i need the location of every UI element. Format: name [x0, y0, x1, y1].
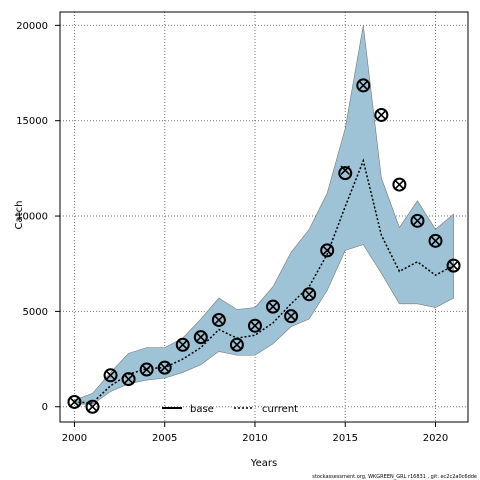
cross-stroke: [394, 179, 405, 190]
cross-marker: [105, 370, 116, 381]
circle-marker: [266, 299, 281, 314]
cross-marker: [69, 397, 80, 407]
legend-base-label: base: [190, 404, 214, 415]
cross-marker: [358, 80, 369, 91]
y-tick-label-0: 0: [42, 402, 48, 413]
circle-marker: [428, 233, 443, 248]
confidence-band-area: [74, 25, 454, 405]
cross-stroke: [250, 320, 260, 331]
circle-marker: [302, 287, 317, 302]
x-tick-label-2010: 2010: [242, 433, 267, 444]
cross-marker: [394, 179, 405, 190]
observed-points: [67, 78, 461, 414]
cross-stroke: [448, 260, 459, 271]
cross-marker: [448, 260, 459, 271]
cross-marker: [286, 311, 296, 321]
x-tick-label-2015: 2015: [333, 433, 358, 444]
y-tick-label-5000: 5000: [23, 307, 48, 318]
y-tick-label-15000: 15000: [16, 116, 48, 127]
circle-marker: [356, 78, 371, 93]
cross-marker: [87, 401, 98, 412]
circle-marker: [229, 337, 244, 352]
cross-marker: [430, 236, 441, 246]
circle-marker: [193, 330, 208, 345]
cross-stroke: [69, 397, 80, 407]
cross-marker: [268, 301, 278, 312]
cross-stroke: [196, 332, 206, 342]
watermark: stockassessment.org, WKGREEN_GRL r16831 …: [312, 474, 477, 480]
cross-stroke: [159, 362, 170, 373]
circle-marker: [320, 243, 335, 258]
cross-stroke: [214, 315, 224, 325]
circle-marker: [338, 166, 353, 181]
cross-stroke: [87, 401, 98, 412]
y-axis-label: Catch: [14, 201, 25, 230]
circle-marker: [446, 258, 461, 273]
series-line-current: [74, 158, 454, 404]
circle-marker: [284, 309, 299, 324]
cross-stroke: [430, 236, 441, 246]
circle-marker: [247, 318, 262, 333]
cross-stroke: [141, 364, 152, 375]
circle-marker: [392, 177, 407, 192]
cross-stroke: [376, 110, 387, 120]
plot-frame: [59, 11, 469, 423]
cross-marker: [141, 364, 152, 375]
series-lines: [74, 158, 454, 404]
cross-stroke: [177, 340, 188, 350]
y-tick-label-20000: 20000: [16, 21, 48, 32]
circle-marker: [374, 107, 389, 122]
legend-current-label: current: [262, 404, 298, 415]
legend: base current: [162, 404, 298, 415]
cross-marker: [322, 245, 332, 256]
x-tick-label-2005: 2005: [152, 433, 177, 444]
circle-marker: [67, 394, 82, 409]
circle-marker: [103, 368, 118, 383]
cross-marker: [250, 320, 260, 331]
cross-marker: [159, 362, 170, 373]
cross-stroke: [304, 289, 314, 299]
circle-marker: [121, 372, 136, 387]
cross-stroke: [105, 370, 116, 381]
circle-marker: [410, 213, 425, 228]
circle-marker: [85, 399, 100, 414]
cross-marker: [304, 289, 314, 299]
circle-marker: [211, 312, 226, 327]
confidence-band: [74, 25, 454, 405]
x-tick-label-2020: 2020: [423, 433, 448, 444]
circle-marker: [157, 360, 172, 375]
x-axis-label: Years: [250, 458, 277, 469]
cross-marker: [177, 340, 188, 350]
cross-marker: [232, 340, 242, 350]
cross-stroke: [123, 374, 134, 384]
cross-marker: [412, 216, 423, 226]
cross-stroke: [322, 245, 332, 256]
cross-stroke: [268, 301, 278, 312]
x-tick-label-2000: 2000: [62, 433, 87, 444]
cross-stroke: [232, 340, 242, 350]
axis-ticks: 2000 2005 2010 2015 2020 0 5000 10000 15000 20000: [16, 21, 448, 444]
cross-stroke: [286, 311, 296, 321]
cross-marker: [376, 110, 387, 120]
cross-marker: [123, 374, 134, 384]
y-tick-label-10000: 10000: [16, 212, 48, 223]
cross-stroke: [358, 80, 369, 91]
circle-marker: [175, 337, 190, 352]
cross-marker: [214, 315, 224, 325]
cross-stroke: [412, 216, 423, 226]
cross-marker: [196, 332, 206, 342]
circle-marker: [139, 362, 154, 377]
